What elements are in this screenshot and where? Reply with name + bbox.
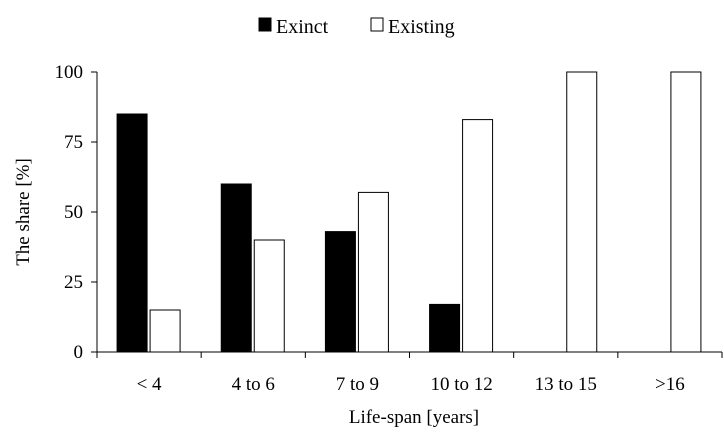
x-tick-label: 13 to 15 xyxy=(535,374,597,395)
bar-existing xyxy=(149,309,181,353)
y-tick-label: 100 xyxy=(55,62,84,83)
legend-swatch-existing xyxy=(370,17,384,32)
bar-existing xyxy=(357,191,389,353)
y-axis-title: The share [%] xyxy=(13,158,34,266)
legend: Exinct Existing xyxy=(258,16,455,38)
y-tick-label: 50 xyxy=(64,202,83,223)
y-tick-label: 0 xyxy=(74,342,84,363)
bar-existing xyxy=(670,71,702,353)
bar-exinct xyxy=(220,183,252,353)
bar-existing xyxy=(462,119,494,353)
x-axis: < 4 4 to 6 7 to 9 10 to 12 13 to 15 >16 xyxy=(96,352,723,395)
x-axis-title: Life-span [years] xyxy=(349,407,479,428)
y-tick-label: 25 xyxy=(64,272,83,293)
bar-existing xyxy=(253,239,285,353)
x-tick-label: 4 to 6 xyxy=(232,374,275,395)
legend-swatch-exinct xyxy=(258,17,272,32)
legend-label-exinct: Exinct xyxy=(276,16,329,38)
x-tick-label: < 4 xyxy=(137,374,162,395)
y-axis: 0 25 50 75 100 xyxy=(55,62,98,363)
x-tick-label: 7 to 9 xyxy=(336,374,379,395)
bar-exinct xyxy=(324,231,356,353)
x-tick-label: >16 xyxy=(655,374,685,395)
x-tick-label: 10 to 12 xyxy=(430,374,492,395)
bar-existing xyxy=(566,71,598,353)
legend-label-existing: Existing xyxy=(388,16,455,38)
y-tick-label: 75 xyxy=(64,132,83,153)
bar-exinct xyxy=(429,303,461,353)
bar-exinct xyxy=(116,113,148,353)
bars xyxy=(116,71,702,353)
